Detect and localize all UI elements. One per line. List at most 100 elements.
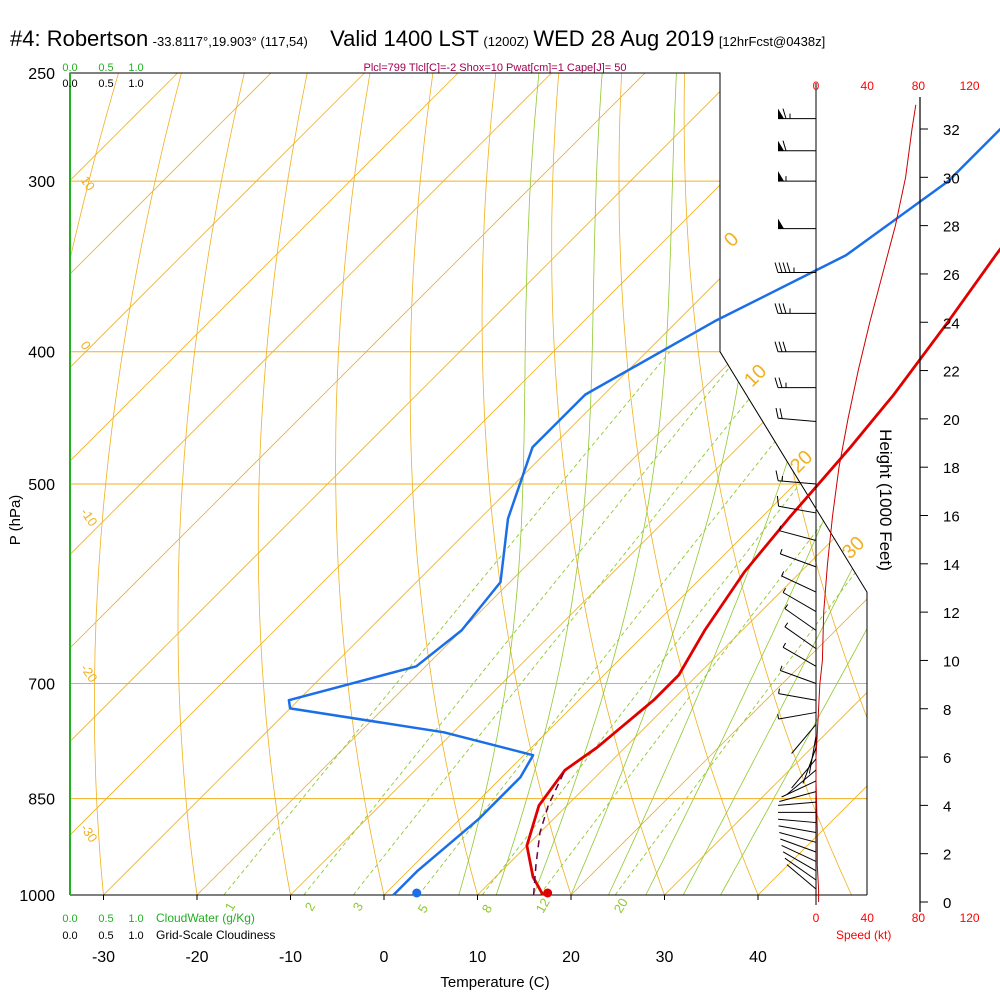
cloudwater-tick-bottom: 0.0: [62, 913, 77, 925]
isotherm: [570, 73, 867, 895]
cloudwater-tick-top: 1.0: [128, 62, 143, 74]
speed-tick-bottom: 0: [813, 911, 820, 925]
x-axis-label: Temperature (C): [440, 974, 549, 991]
wind-barb: [776, 495, 817, 514]
cloudiness-tick-top: 1.0: [128, 78, 143, 90]
cloudiness-tick-top: 0.5: [98, 78, 113, 90]
forecast-info: [12hrFcst@0438z]: [718, 34, 826, 49]
height-tick-label: 2: [943, 847, 951, 864]
x-tick-label: -30: [92, 949, 115, 966]
wind-speed-profile: [815, 104, 917, 902]
mixing-ratio-label: 20: [611, 895, 631, 915]
mixing-ratio-label: 2: [302, 900, 319, 914]
speed-tick-bottom: 80: [912, 911, 926, 925]
cloudiness-label: Grid-Scale Cloudiness: [156, 928, 275, 942]
p-tick-label: 400: [28, 345, 55, 362]
height-tick-label: 18: [943, 460, 960, 477]
dry-adiabat: [481, 73, 572, 895]
dry-adiabat: [409, 73, 478, 895]
isotherm: [70, 73, 459, 895]
valid-time: Valid 1400 LST: [330, 26, 479, 51]
moist-adiabat: [720, 73, 867, 895]
wind-barb: [779, 832, 817, 843]
temperature-line: [525, 247, 1000, 896]
wind-barb: [778, 525, 817, 541]
height-tick-label: 32: [943, 122, 960, 139]
p-tick-label: 300: [28, 174, 55, 191]
dry-adiabat: [257, 73, 308, 895]
wind-barb: [777, 711, 817, 720]
speed-tick-bottom: 40: [861, 911, 875, 925]
wind-barb: [784, 857, 817, 881]
isotherm: [70, 73, 365, 895]
wind-barb: [784, 604, 817, 631]
height-tick-label: 20: [943, 412, 960, 429]
cloudwater-tick-top: 0.0: [62, 62, 77, 74]
x-tick-label: -10: [279, 949, 302, 966]
moist-adiabat-label: 0: [720, 228, 743, 251]
wind-barb: [774, 262, 817, 274]
wind-barb: [774, 341, 817, 353]
moist-adiabat: [682, 73, 867, 895]
dry-adiabat: [177, 73, 245, 895]
height-tick-label: 4: [943, 798, 951, 815]
wind-barb: [786, 864, 817, 890]
height-tick-label: 26: [943, 267, 960, 284]
p-tick-label: 250: [28, 66, 55, 83]
p-tick-label: 500: [28, 477, 55, 494]
x-tick-label: 40: [749, 949, 767, 966]
height-tick-label: 22: [943, 364, 960, 381]
wind-barb: [782, 851, 817, 872]
wind-barb: [781, 780, 817, 798]
x-tick-label: 0: [380, 949, 389, 966]
height-tick-label: 28: [943, 219, 960, 236]
surface-temperature-dot: [543, 888, 553, 898]
height-tick-label: 6: [943, 750, 951, 767]
speed-axis-label: Speed (kt): [836, 928, 891, 942]
dry-adiabat-label: -20: [78, 661, 101, 685]
p-tick-label: 1000: [19, 888, 55, 905]
dewpoint-line: [287, 127, 1000, 896]
cloudwater-tick-bottom: 1.0: [128, 913, 143, 925]
mixing-ratio-line: [539, 351, 867, 895]
moist-adiabat-label: 20: [786, 446, 817, 477]
wind-barb: [786, 769, 817, 795]
height-tick-label: 14: [943, 557, 960, 574]
wind-barb: [778, 818, 817, 824]
height-tick-label: 16: [943, 509, 960, 526]
wind-barb: [779, 549, 817, 568]
speed-tick-top: 0: [813, 79, 820, 93]
wind-barb: [780, 838, 817, 853]
valid-date: WED 28 Aug 2019: [533, 26, 715, 51]
indices-text: Plcl=799 Tlcl[C]=-2 Shox=10 Pwat[cm]=1 C…: [363, 62, 626, 74]
isotherm: [477, 73, 867, 895]
dry-adiabat-label: 10: [78, 173, 99, 193]
dry-adiabat: [551, 73, 665, 895]
p-tick-label: 700: [28, 677, 55, 694]
height-tick-label: 30: [943, 170, 960, 187]
height-tick-label: 12: [943, 605, 960, 622]
wind-barb: [778, 825, 817, 834]
y-axis-label: P (hPa): [7, 495, 24, 546]
speed-tick-top: 120: [960, 79, 980, 93]
height-axis-label: Height (1000 Feet): [876, 429, 895, 571]
wind-barb: [777, 218, 817, 230]
mixing-ratio-label: 12: [533, 895, 553, 915]
surface-dewpoint-dot: [412, 888, 422, 898]
dry-adiabat: [683, 73, 852, 895]
height-tick-label: 8: [943, 702, 951, 719]
mixing-ratio-label: 5: [415, 902, 432, 916]
wind-barb: [777, 140, 817, 152]
dry-adiabat: [94, 73, 182, 895]
x-tick-label: 20: [562, 949, 580, 966]
isotherm: [70, 73, 272, 895]
mixing-ratio-line: [223, 351, 671, 895]
moist-adiabat-label: 30: [838, 532, 869, 563]
cloudiness-tick-bottom: 0.5: [98, 930, 113, 942]
speed-tick-bottom: 120: [960, 911, 980, 925]
parcel-line: [532, 769, 566, 896]
wind-barb: [791, 724, 817, 754]
dry-adiabat-label: -10: [78, 505, 101, 529]
wind-barb: [782, 642, 817, 667]
